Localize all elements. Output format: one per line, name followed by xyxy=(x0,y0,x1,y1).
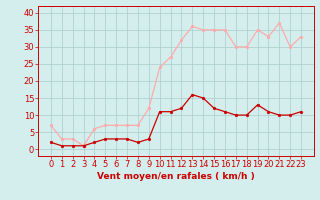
X-axis label: Vent moyen/en rafales ( km/h ): Vent moyen/en rafales ( km/h ) xyxy=(97,172,255,181)
